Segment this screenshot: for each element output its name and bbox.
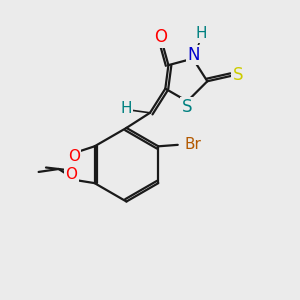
Text: S: S (233, 66, 243, 84)
Text: H: H (195, 26, 207, 41)
Text: N: N (188, 46, 200, 64)
Text: H: H (121, 100, 132, 116)
Text: O: O (66, 167, 78, 182)
Text: S: S (182, 98, 192, 116)
Text: O: O (68, 149, 80, 164)
Text: Br: Br (184, 137, 202, 152)
Text: O: O (154, 28, 168, 46)
